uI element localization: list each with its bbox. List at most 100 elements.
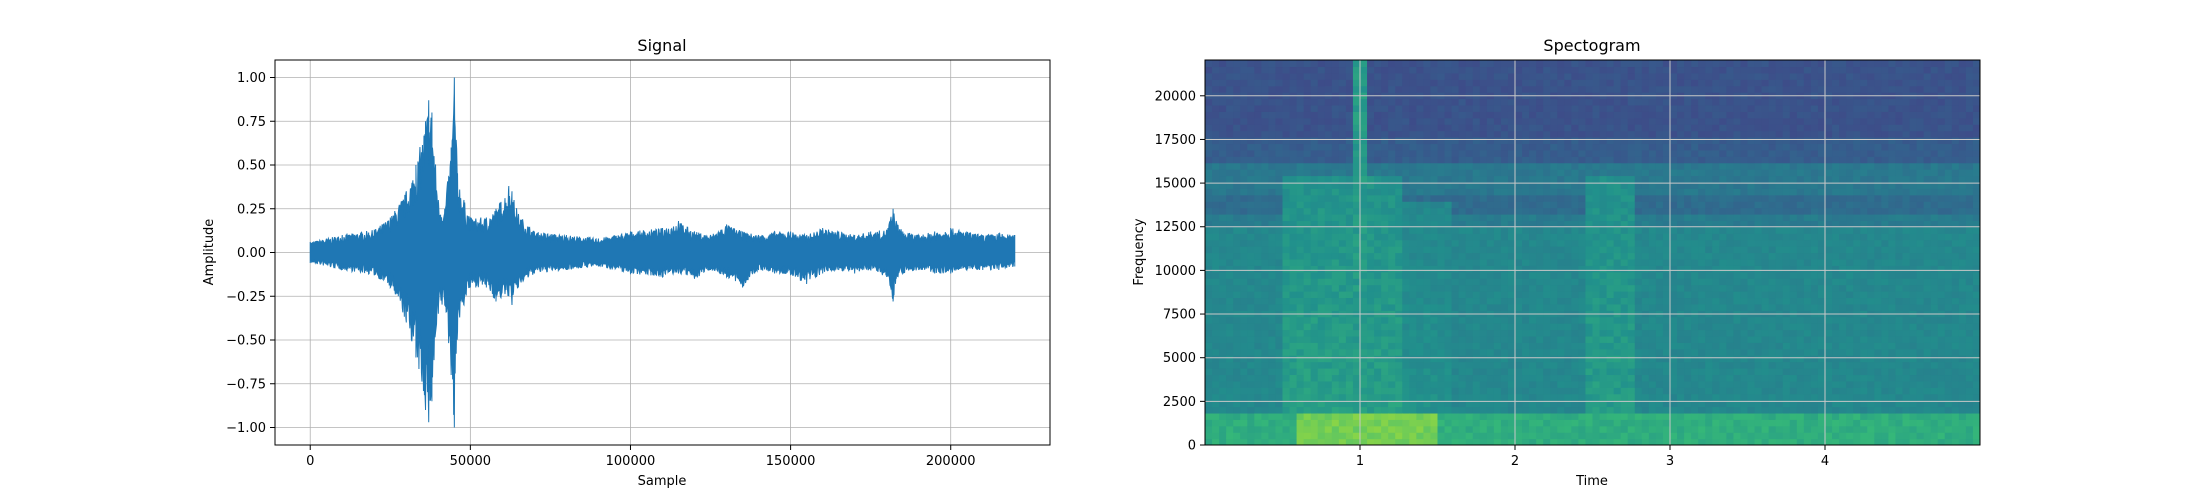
spectrogram-cell (1261, 226, 1270, 234)
spectrogram-cell (1402, 79, 1410, 87)
spectrogram-cell (1613, 438, 1622, 445)
spectrogram-cell (1444, 393, 1453, 401)
spectrogram-cell (1233, 316, 1241, 324)
spectrogram-cell (1648, 374, 1657, 382)
spectrogram-cell (1367, 169, 1375, 177)
spectrogram-cell (1768, 143, 1777, 151)
spectrogram-cell (1627, 130, 1636, 138)
spectrogram-cell (1543, 162, 1551, 170)
spectrogram-cell (1529, 130, 1537, 138)
spectrogram-cell (1761, 207, 1770, 215)
spectrogram-cell (1212, 194, 1220, 202)
spectrogram-cell (1479, 137, 1488, 145)
spectrogram-cell (1677, 368, 1685, 376)
spectrogram-cell (1324, 143, 1333, 151)
spectrogram-cell (1226, 201, 1234, 209)
spectrogram-cell (1719, 252, 1727, 260)
spectrogram-cell (1550, 66, 1558, 74)
spectrogram-cell (1409, 425, 1417, 433)
spectrogram-cell (1352, 432, 1361, 440)
spectrogram-cell (1529, 226, 1537, 234)
spectrogram-cell (1219, 79, 1227, 87)
spectrogram-cell (1747, 201, 1756, 209)
spectrogram-cell (1761, 124, 1770, 132)
spectrogram-cell (1564, 265, 1572, 273)
spectrogram-cell (1338, 79, 1347, 87)
spectrogram-cell (1782, 284, 1791, 292)
spectrogram-cell (1705, 246, 1713, 254)
spectrogram-cell (1444, 149, 1453, 157)
spectrogram-cell (1648, 278, 1657, 286)
spectrogram-cell (1247, 181, 1255, 189)
spectrogram-cell (1754, 335, 1763, 343)
spectrogram-cell (1303, 348, 1312, 356)
spectrogram-cell (1240, 425, 1248, 433)
spectrogram-cell (1768, 303, 1777, 311)
spectrogram-cell (1522, 335, 1530, 343)
spectrogram-cell (1360, 400, 1368, 408)
spectrogram-cell (1261, 98, 1270, 106)
spectrogram-cell (1620, 393, 1629, 401)
spectrogram-cell (1458, 220, 1467, 228)
spectrogram-cell (1254, 406, 1262, 414)
spectrogram-cell (1458, 149, 1467, 157)
spectrogram-cell (1768, 156, 1777, 164)
spectrogram-cell (1698, 220, 1706, 228)
spectrogram-cell (1634, 342, 1643, 350)
spectrogram-cell (1282, 60, 1291, 68)
spectrogram-cell (1338, 329, 1347, 337)
spectrogram-cell (1493, 387, 1502, 395)
spectrogram-cell (1233, 355, 1241, 363)
spectrogram-cell (1550, 380, 1558, 388)
spectrogram-cell (1409, 252, 1417, 260)
spectrogram-cell (1465, 226, 1474, 234)
spectrogram-cell (1578, 98, 1587, 106)
spectrogram-cell (1627, 169, 1636, 177)
spectrogram-cell (1719, 297, 1727, 305)
spectrogram-cell (1691, 188, 1699, 196)
spectrogram-cell (1634, 284, 1643, 292)
spectrogram-cell (1486, 278, 1495, 286)
spectrogram-cell (1360, 207, 1368, 215)
spectrogram-cell (1402, 156, 1410, 164)
spectrogram-cell (1585, 348, 1594, 356)
spectrogram-cell (1712, 72, 1720, 80)
spectrogram-cell (1317, 291, 1326, 299)
spectrogram-cell (1733, 406, 1742, 414)
spectrogram-cell (1430, 226, 1439, 234)
spectrogram-cell (1655, 124, 1664, 132)
spectrogram-cell (1451, 335, 1460, 343)
spectrogram-cell (1331, 380, 1340, 388)
spectrogram-cell (1768, 117, 1777, 125)
spectrogram-cell (1712, 175, 1720, 183)
spectrogram-cell (1493, 124, 1502, 132)
spectrogram-cell (1423, 361, 1432, 369)
spectrogram-cell (1205, 400, 1213, 408)
spectrogram-cell (1254, 258, 1262, 266)
spectrogram-cell (1557, 380, 1565, 388)
spectrogram-cell (1655, 85, 1664, 93)
spectrogram-cell (1409, 214, 1417, 222)
spectrogram-cell (1388, 246, 1396, 254)
spectrogram-cell (1254, 124, 1262, 132)
spectrogram-cell (1219, 156, 1227, 164)
spectrogram-cell (1691, 258, 1699, 266)
spectrogram-cell (1374, 239, 1382, 247)
spectrogram-cell (1592, 271, 1601, 279)
spectrogram-cell (1212, 393, 1220, 401)
spectrogram-cell (1374, 323, 1382, 331)
spectrogram-cell (1367, 291, 1375, 299)
spectrogram-cell (1782, 406, 1791, 414)
spectrogram-cell (1592, 361, 1601, 369)
spectrogram-cell (1205, 175, 1213, 183)
spectrogram-cell (1275, 124, 1284, 132)
spectrogram-cell (1733, 137, 1742, 145)
spectrogram-cell (1768, 201, 1777, 209)
spectrogram-cell (1677, 111, 1685, 119)
spectrogram-cell (1655, 226, 1664, 234)
spectrogram-cell (1486, 85, 1495, 93)
spectrogram-cell (1367, 438, 1375, 445)
spectrogram-cell (1606, 226, 1615, 234)
spectrogram-cell (1233, 207, 1241, 215)
spectrogram-cell (1719, 374, 1727, 382)
